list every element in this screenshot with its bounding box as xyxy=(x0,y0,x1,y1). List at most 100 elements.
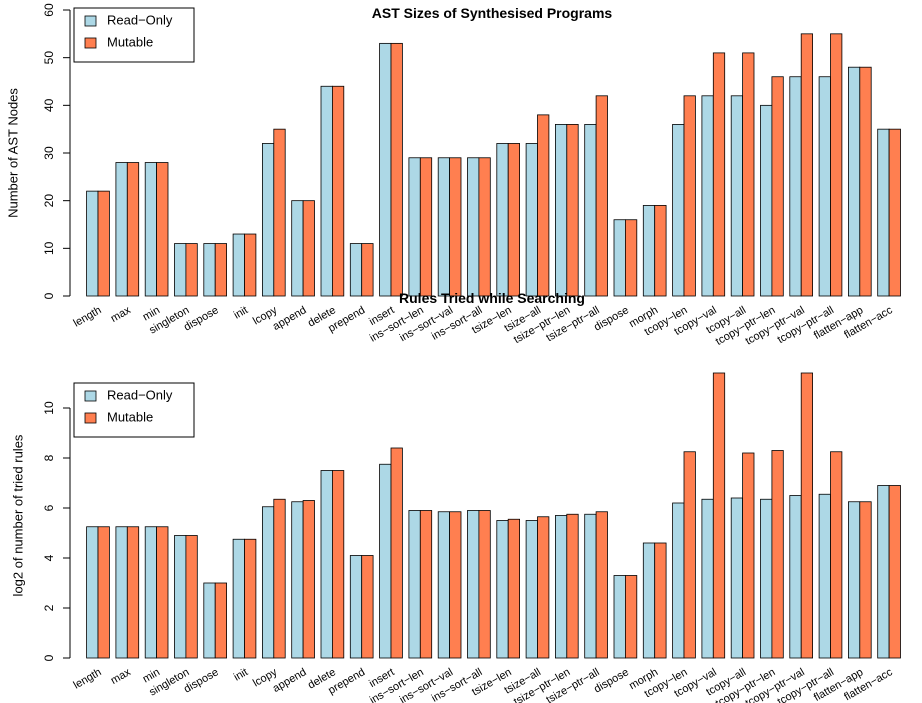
bar-readonly-25 xyxy=(818,76,831,297)
bar-mutable-20 xyxy=(683,95,696,297)
bar-mutable-9 xyxy=(361,243,374,297)
bar-mutable-27 xyxy=(888,128,901,297)
y-axis-label: Number of AST Nodes xyxy=(5,88,20,218)
bar-readonly-9 xyxy=(349,243,363,297)
chart-panel-2: Rules Tried while Searching 0 2 4 6 8 10 log2 o… xyxy=(10,290,901,703)
bar-readonly-5 xyxy=(232,233,245,297)
y-tick-label: 50 xyxy=(42,51,56,65)
bar-readonly-19 xyxy=(642,205,656,297)
bar-mutable-8 xyxy=(331,85,345,297)
bar-mutable-0 xyxy=(97,190,110,297)
bar-mutable-2 xyxy=(156,526,169,659)
bar-mutable-14 xyxy=(507,143,521,297)
bar-readonly-23 xyxy=(760,104,773,297)
bar-mutable-22 xyxy=(742,452,755,659)
bar-mutable-11 xyxy=(419,510,433,659)
bar-readonly-14 xyxy=(496,143,509,297)
bar-mutable-0 xyxy=(97,526,110,659)
legend-swatch-mutable xyxy=(84,412,97,424)
bar-readonly-6 xyxy=(261,143,275,297)
bar-readonly-26 xyxy=(848,66,861,297)
bar-mutable-24 xyxy=(800,33,814,297)
bar-mutable-23 xyxy=(771,76,784,297)
bar-mutable-21 xyxy=(712,372,726,659)
bar-mutable-9 xyxy=(361,555,374,659)
bar-mutable-13 xyxy=(478,510,491,659)
bar-mutable-25 xyxy=(830,33,843,297)
y-tick-label: 30 xyxy=(42,146,56,160)
bar-readonly-21 xyxy=(701,498,714,659)
chart-title: AST Sizes of Synthesised Programs xyxy=(372,5,613,21)
x-tick-label: max xyxy=(109,666,133,687)
y-tick-label: 0 xyxy=(42,292,56,299)
bar-mutable-10 xyxy=(390,447,403,659)
bar-mutable-25 xyxy=(830,451,843,659)
bar-mutable-14 xyxy=(507,518,521,659)
bar-readonly-27 xyxy=(877,485,890,659)
y-axis-label: log2 of number of tried rules xyxy=(10,434,25,596)
y-tick-label: 10 xyxy=(42,401,56,415)
legend-label: Read−Only xyxy=(107,387,173,402)
legend-swatch-mutable xyxy=(84,37,97,49)
bar-mutable-6 xyxy=(273,498,286,659)
bar-readonly-16 xyxy=(555,124,568,297)
bar-readonly-6 xyxy=(261,506,275,659)
bar-readonly-20 xyxy=(672,124,685,297)
chart-title: Rules Tried while Searching xyxy=(399,290,585,306)
y-tick-label: 8 xyxy=(42,454,56,461)
bar-readonly-22 xyxy=(730,497,744,659)
bar-mutable-26 xyxy=(859,501,872,659)
bar-mutable-17 xyxy=(595,511,608,659)
bar-mutable-27 xyxy=(888,485,901,659)
x-tick-label: length xyxy=(72,304,104,329)
bar-readonly-27 xyxy=(877,128,890,297)
bar-readonly-21 xyxy=(701,95,714,297)
bar-readonly-13 xyxy=(467,157,480,297)
bar-readonly-23 xyxy=(760,498,773,659)
bar-readonly-20 xyxy=(672,502,685,659)
bar-readonly-5 xyxy=(232,538,245,659)
bar-mutable-3 xyxy=(185,243,198,297)
bar-readonly-8 xyxy=(320,85,333,297)
bar-mutable-20 xyxy=(683,451,696,659)
bar-mutable-4 xyxy=(214,582,227,659)
y-tick-label: 60 xyxy=(42,3,56,17)
legend-label: Mutable xyxy=(107,409,153,424)
x-tick-label: init xyxy=(232,304,250,321)
bar-readonly-0 xyxy=(86,526,99,659)
bar-readonly-10 xyxy=(379,42,392,297)
bar-mutable-12 xyxy=(449,511,462,659)
bar-readonly-17 xyxy=(584,513,597,659)
bar-readonly-4 xyxy=(203,243,216,297)
bar-mutable-5 xyxy=(244,538,257,659)
y-tick-label: 6 xyxy=(42,504,56,511)
y-tick-label: 10 xyxy=(42,241,56,255)
bar-mutable-16 xyxy=(566,124,579,297)
bar-mutable-15 xyxy=(537,516,550,659)
bar-mutable-12 xyxy=(449,157,462,297)
bar-readonly-18 xyxy=(613,219,626,297)
bar-mutable-16 xyxy=(566,513,579,659)
bar-readonly-22 xyxy=(730,95,744,297)
bar-readonly-7 xyxy=(291,501,304,659)
bar-readonly-9 xyxy=(349,555,363,659)
bar-mutable-23 xyxy=(771,450,784,659)
bar-mutable-1 xyxy=(126,526,140,659)
x-tick-label: append xyxy=(271,666,309,695)
bar-readonly-0 xyxy=(86,190,99,297)
x-tick-label: length xyxy=(72,666,104,691)
x-tick-label: init xyxy=(232,666,250,683)
bar-mutable-19 xyxy=(654,542,667,659)
bar-readonly-8 xyxy=(320,470,333,659)
legend-swatch-readonly xyxy=(84,15,97,27)
bar-readonly-3 xyxy=(174,535,187,659)
legend-swatch-readonly xyxy=(84,390,97,402)
bar-readonly-17 xyxy=(584,124,597,297)
bar-mutable-10 xyxy=(390,42,403,297)
bar-mutable-3 xyxy=(185,535,198,659)
bar-readonly-15 xyxy=(525,143,538,297)
legend-label: Read−Only xyxy=(107,12,173,27)
bar-mutable-8 xyxy=(331,470,345,659)
bar-mutable-7 xyxy=(302,200,315,297)
